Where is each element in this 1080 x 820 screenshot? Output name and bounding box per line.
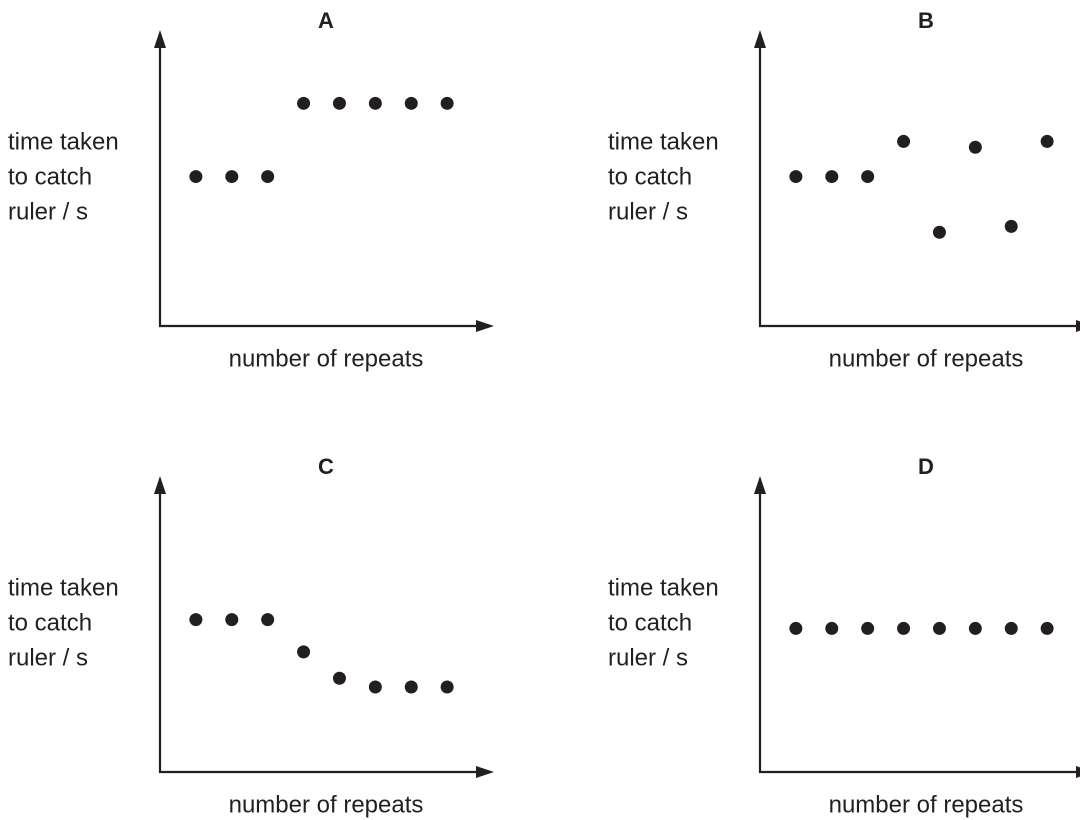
x-axis-arrow [476, 766, 494, 778]
data-point [861, 621, 875, 635]
y-axis-arrow [754, 30, 766, 48]
chart-title: A [318, 8, 334, 33]
data-point [1040, 621, 1054, 635]
chart-title: B [918, 8, 934, 33]
y-axis-arrow [154, 476, 166, 494]
data-point [189, 170, 203, 184]
data-point [332, 96, 346, 110]
data-point [1040, 134, 1054, 148]
y-axis-arrow [154, 30, 166, 48]
x-axis-label: number of repeats [229, 345, 424, 372]
data-point [789, 170, 803, 184]
data-point [861, 170, 875, 184]
data-point [968, 621, 982, 635]
data-point [968, 140, 982, 154]
data-point [225, 613, 239, 627]
x-axis-label: number of repeats [829, 345, 1024, 372]
x-axis-arrow [1076, 766, 1080, 778]
data-point [368, 96, 382, 110]
data-point [404, 96, 418, 110]
data-point [825, 621, 839, 635]
data-point [297, 96, 311, 110]
x-axis-arrow [476, 320, 494, 332]
data-point [332, 671, 346, 685]
data-point [897, 621, 911, 635]
data-point [1004, 621, 1018, 635]
x-axis-arrow [1076, 320, 1080, 332]
data-point [789, 621, 803, 635]
y-axis-label: ruler / s [608, 644, 688, 671]
y-axis-label: to catch [608, 609, 692, 636]
data-point [261, 613, 275, 627]
data-point [297, 645, 311, 659]
data-point [189, 613, 203, 627]
data-point [932, 621, 946, 635]
y-axis-label: ruler / s [8, 198, 88, 225]
y-axis-arrow [754, 476, 766, 494]
x-axis-label: number of repeats [229, 791, 424, 818]
y-axis-label: ruler / s [8, 644, 88, 671]
y-axis-label: to catch [608, 163, 692, 190]
data-point [825, 170, 839, 184]
y-axis-label: ruler / s [608, 198, 688, 225]
data-point [368, 680, 382, 694]
chart-title: D [918, 454, 934, 479]
data-point [1004, 219, 1018, 233]
data-point [404, 680, 418, 694]
y-axis-label: time taken [8, 574, 119, 601]
y-axis-label: time taken [8, 128, 119, 155]
y-axis-label: time taken [608, 574, 719, 601]
data-point [440, 96, 454, 110]
y-axis-label: to catch [8, 609, 92, 636]
x-axis-label: number of repeats [829, 791, 1024, 818]
data-point [897, 134, 911, 148]
data-point [225, 170, 239, 184]
data-point [440, 680, 454, 694]
data-point [932, 225, 946, 239]
y-axis-label: to catch [8, 163, 92, 190]
y-axis-label: time taken [608, 128, 719, 155]
data-point [261, 170, 275, 184]
chart-title: C [318, 454, 334, 479]
